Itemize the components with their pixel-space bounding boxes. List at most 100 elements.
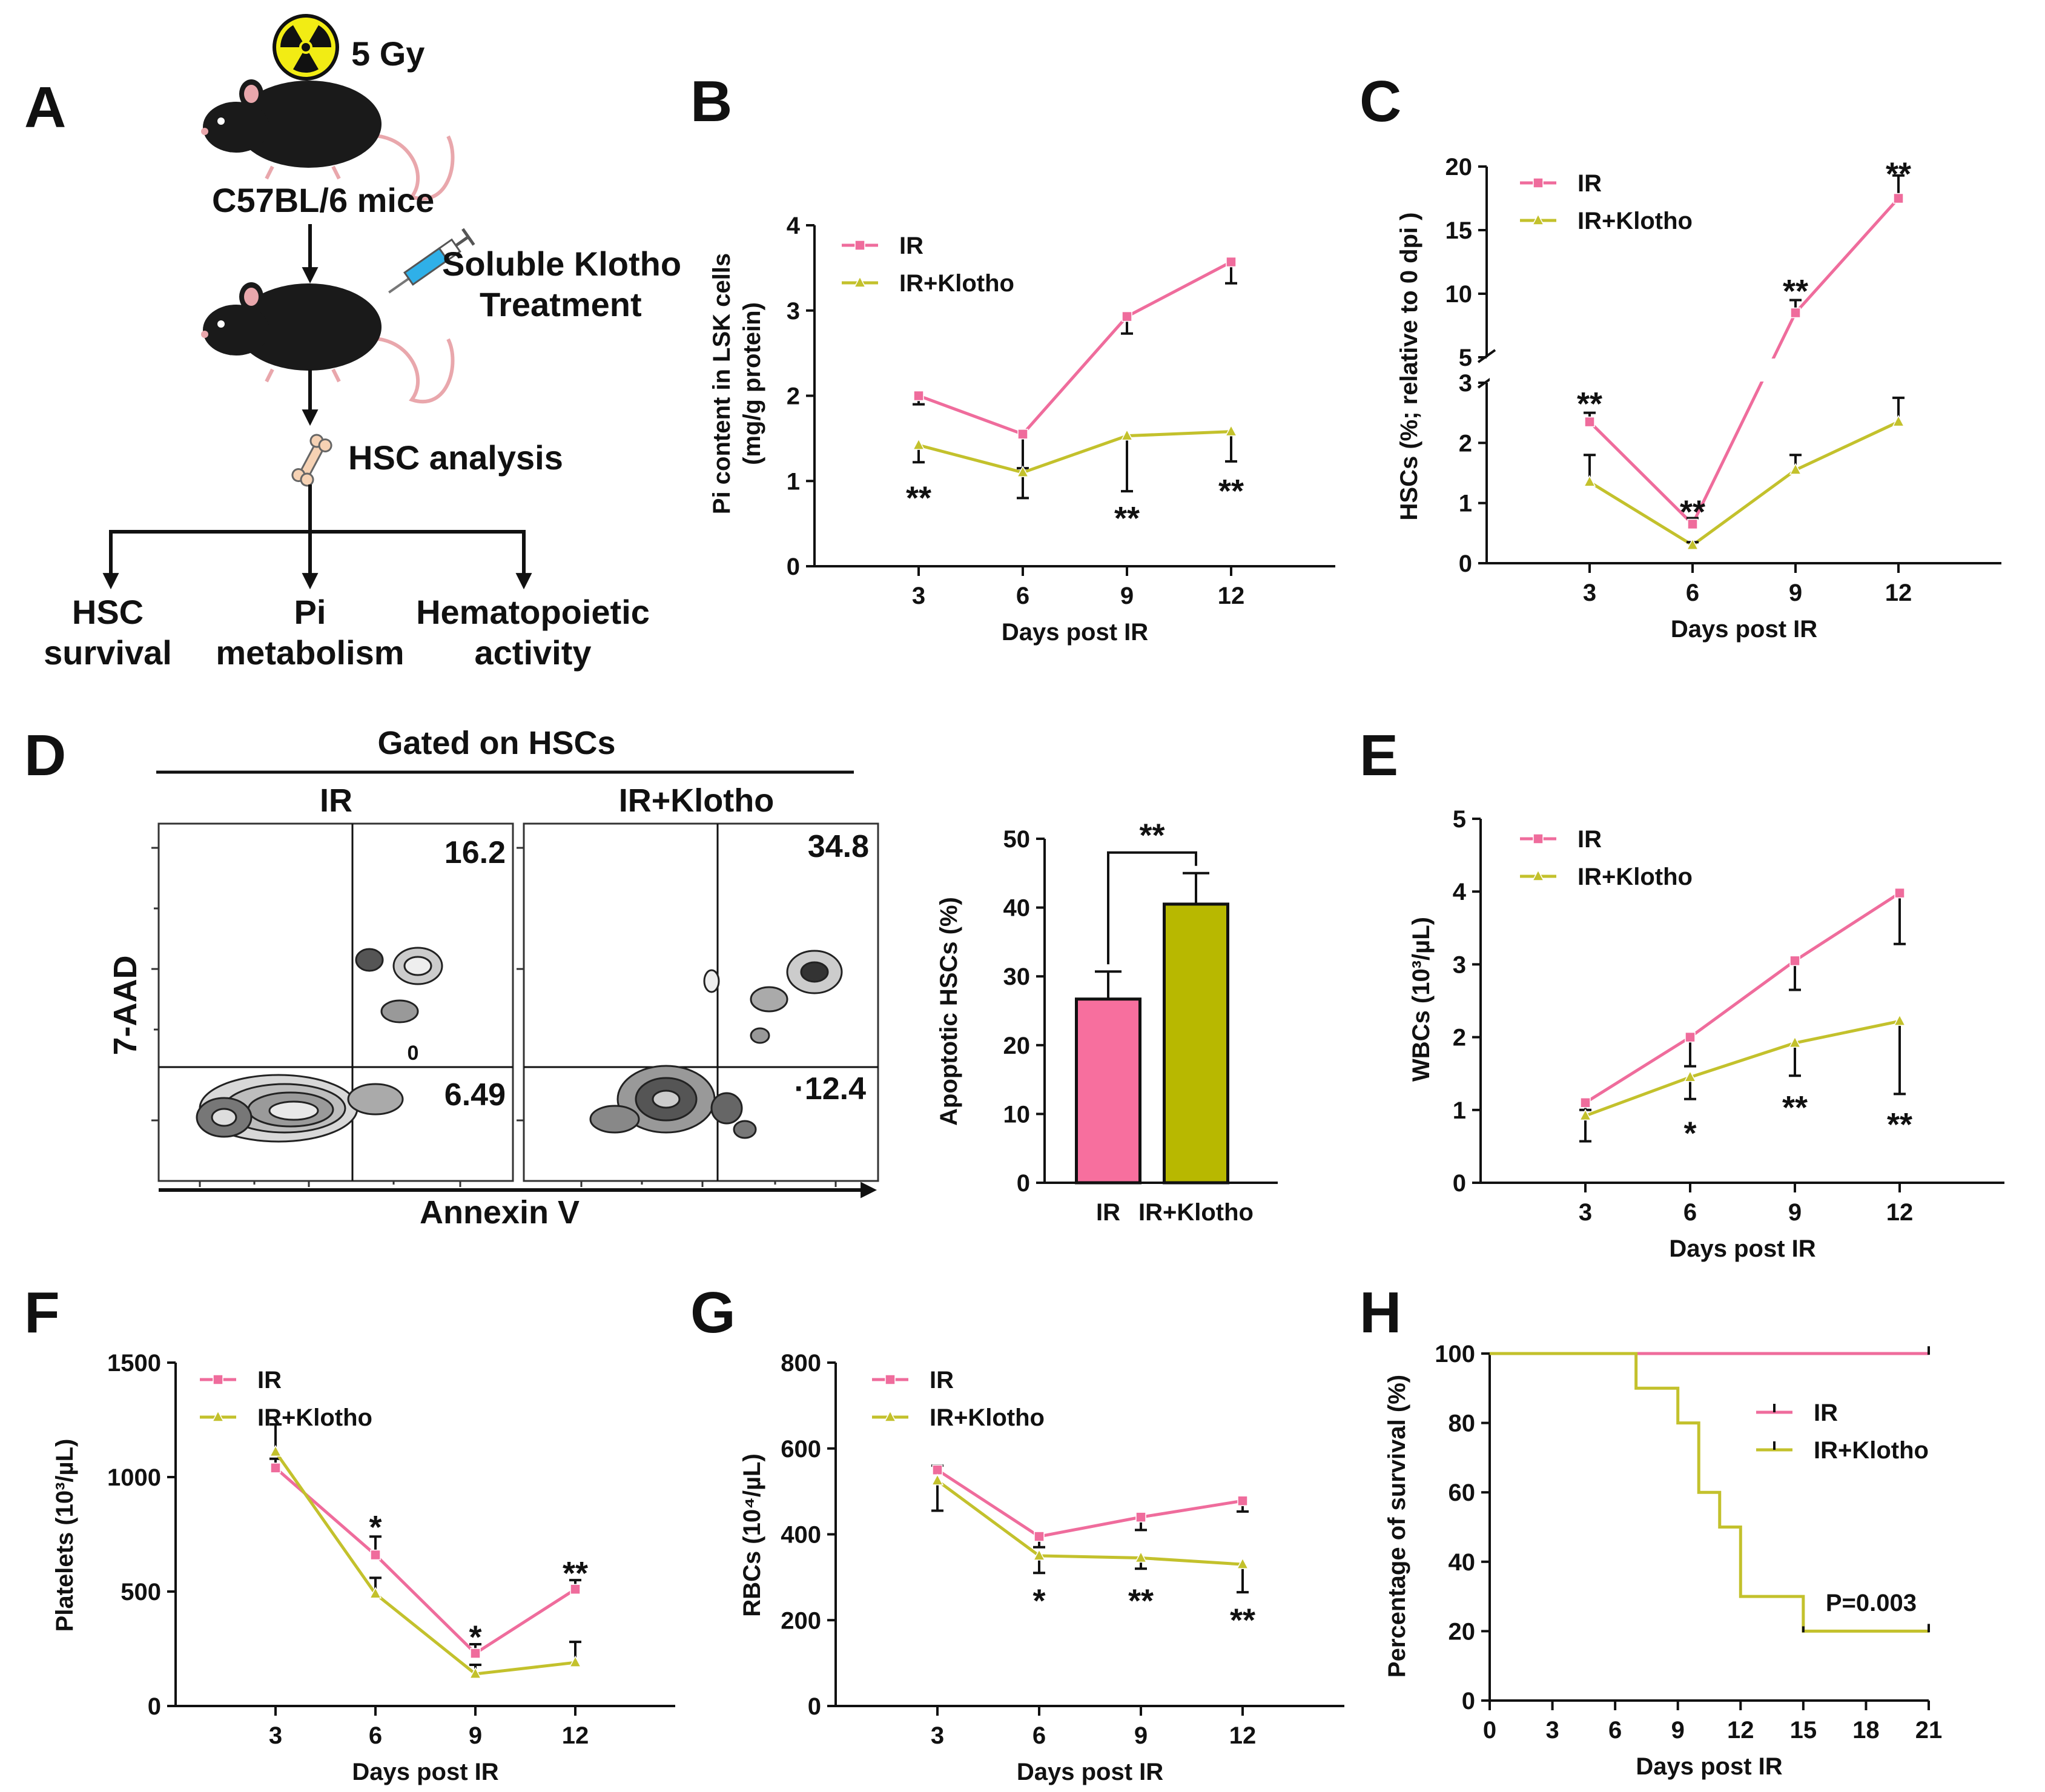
y-tick-label: 1 — [787, 468, 800, 495]
x-tick-label: 12 — [1885, 580, 1912, 606]
y-tick-label: 40 — [1003, 895, 1031, 922]
x-tick-label: 3 — [1583, 580, 1596, 606]
mouse-icon — [201, 282, 455, 403]
data-point — [370, 1549, 381, 1561]
outcome-3-line2: activity — [475, 633, 592, 672]
y-tick-label: 40 — [1449, 1549, 1476, 1576]
flow-plot-klotho — [523, 822, 879, 1182]
panel-label-d: D — [24, 723, 66, 788]
data-point — [1789, 955, 1800, 967]
branch-bar — [109, 530, 526, 584]
panel-label-e: E — [1359, 723, 1398, 788]
y-tick-label: 0 — [787, 554, 800, 580]
x-axis-label: Days post IR — [1671, 616, 1817, 643]
legend-marker — [213, 1374, 223, 1385]
data-point — [1788, 1036, 1802, 1048]
legend-marker — [885, 1374, 896, 1385]
significance-mark: ** — [1887, 1106, 1912, 1143]
chart-f: 0 500 1000 1500 3 6 9 12 Days post IR Platelets (… — [51, 1350, 675, 1785]
series-line-ir-klotho — [274, 1450, 576, 1676]
y-tick-label: 1 — [1459, 491, 1472, 517]
y-tick-label: 3 — [1459, 370, 1472, 397]
chart-g: 0 200 400 600 800 3 6 9 12 Days post IR RBCs (10⁴/… — [739, 1350, 1344, 1785]
y-tick-label: 1500 — [107, 1350, 161, 1377]
y-axis-label: HSCs (%; relative to 0 dpi ) — [1396, 213, 1422, 521]
panel-label-f: F — [24, 1280, 60, 1345]
data-point — [1034, 1531, 1045, 1542]
significance-mark: * — [469, 1619, 481, 1656]
y-tick-label: 100 — [1435, 1341, 1475, 1367]
chart-h: 0 20 40 60 80 100 0 3 6 9 12 15 18 21 Days post IR Perc… — [1384, 1341, 1942, 1780]
outcome-2-line1: Pi — [294, 593, 326, 631]
data-point — [1790, 307, 1801, 319]
y-tick-label: 400 — [781, 1522, 821, 1549]
x-axis-label: Days post IR — [1002, 619, 1148, 646]
y-tick-label: 4 — [1453, 879, 1467, 905]
legend-marker — [211, 1410, 225, 1422]
data-point — [1122, 311, 1132, 322]
y-tick-label: 1 — [1453, 1097, 1466, 1124]
y-tick-label: 800 — [781, 1350, 821, 1377]
y-tick-label: 30 — [1003, 964, 1031, 990]
significance-mark: * — [1683, 1115, 1696, 1151]
series-line-ir — [1584, 891, 1901, 1104]
x-tick-label: 12 — [562, 1722, 589, 1749]
outcome-1-line1: HSC — [72, 593, 144, 631]
x-tick-label: 3 — [931, 1722, 944, 1749]
data-point — [1893, 193, 1904, 204]
significance-bracket — [1107, 851, 1197, 965]
flow-ylabel: 7-AAD — [107, 955, 144, 1055]
data-point — [931, 1473, 944, 1486]
y-tick-label: 200 — [781, 1607, 821, 1634]
legend-label: IR+Klotho — [257, 1404, 372, 1431]
flow-condition-klotho: IR+Klotho — [619, 782, 774, 819]
data-point — [269, 1444, 282, 1457]
y-tick-label: 0 — [1462, 1688, 1475, 1714]
y-axis-label: RBCs (10⁴/µL) — [739, 1453, 765, 1617]
panel-label-g: G — [690, 1280, 736, 1345]
data-point — [1894, 887, 1905, 899]
y-axis-label: Percentage of survival (%) — [1384, 1375, 1410, 1678]
y-tick-label: 80 — [1449, 1410, 1476, 1437]
x-tick-label: 9 — [469, 1722, 482, 1749]
y-axis-label: Pi content in LSK cells — [709, 253, 735, 514]
outcome-1-line2: survival — [44, 633, 172, 672]
legend-label: IR — [1814, 1400, 1838, 1426]
data-point — [1584, 416, 1595, 428]
series-line-ir — [918, 260, 1232, 436]
treatment-label-line2: Treatment — [480, 285, 642, 323]
outcome-2-line2: metabolism — [216, 633, 404, 672]
x-tick-label: 18 — [1852, 1717, 1880, 1744]
data-point — [1687, 518, 1698, 530]
series-line-ir-klotho — [918, 430, 1232, 474]
data-point — [569, 1655, 582, 1667]
data-point — [913, 390, 924, 402]
x-tick-label: IR — [1096, 1199, 1120, 1226]
x-tick-label: 6 — [1683, 1199, 1697, 1226]
data-point — [1237, 1495, 1248, 1506]
significance-mark: ** — [1783, 273, 1808, 309]
x-axis-label: Days post IR — [352, 1759, 498, 1785]
y-tick-label: 0 — [1453, 1170, 1466, 1197]
dose-label: 5 Gy — [351, 35, 425, 73]
series-line-ir — [936, 1469, 1243, 1538]
y-tick-label: 500 — [121, 1579, 161, 1605]
y-tick-label: 2 — [1453, 1025, 1466, 1051]
y-tick-label: 0 — [1017, 1170, 1030, 1197]
y-tick-label: 20 — [1445, 154, 1473, 180]
data-point — [570, 1584, 581, 1595]
bone-icon — [291, 434, 332, 487]
y-tick-label: 0 — [1459, 550, 1472, 577]
significance-mark: ** — [1218, 473, 1244, 509]
flow-contours-ir — [196, 947, 443, 1143]
x-tick-label: 12 — [1229, 1722, 1257, 1749]
treatment-label-line1: Soluble Klotho — [442, 245, 681, 283]
data-point — [1032, 1549, 1046, 1561]
legend-marker — [1531, 869, 1545, 881]
panel-label-a: A — [24, 75, 66, 140]
x-tick-label: 3 — [1545, 1717, 1559, 1744]
y-tick-label: 60 — [1449, 1480, 1476, 1506]
y-tick-label: 600 — [781, 1436, 821, 1463]
